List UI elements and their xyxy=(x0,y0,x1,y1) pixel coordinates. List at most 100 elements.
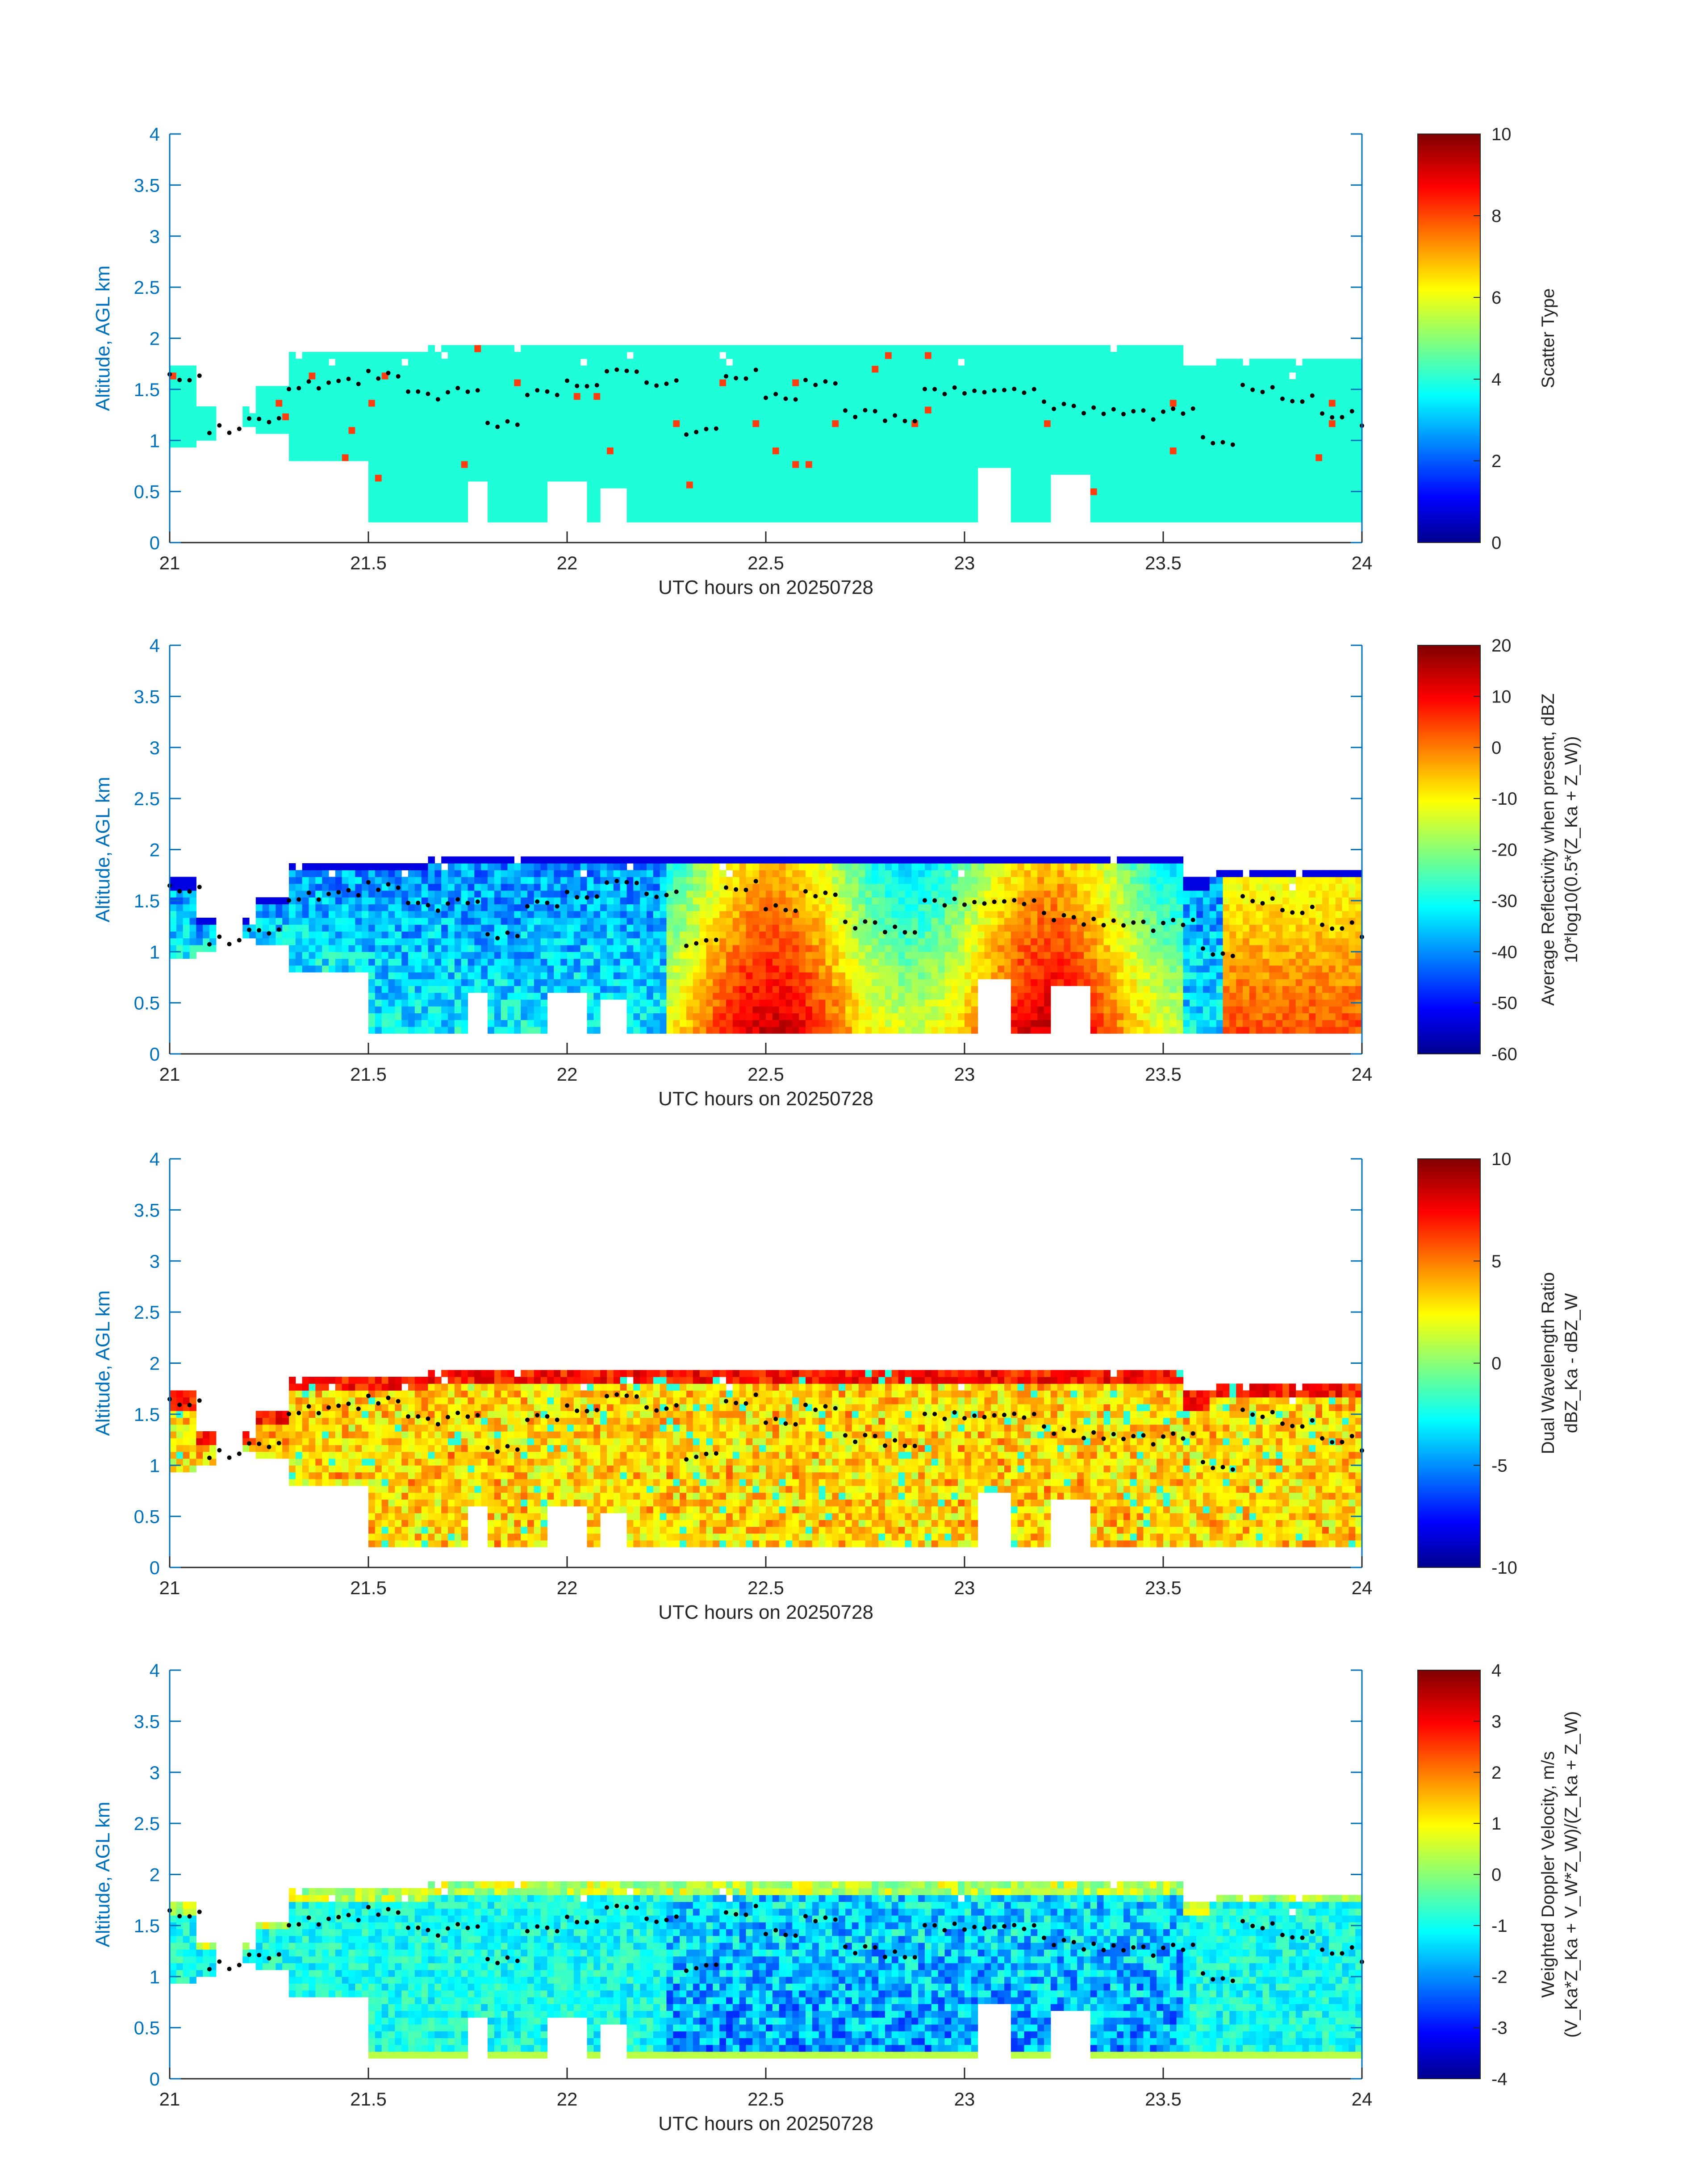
heatmap-cell xyxy=(1157,434,1164,441)
heatmap-cell xyxy=(958,474,965,482)
heatmap-cell xyxy=(1236,461,1243,468)
heatmap-cell xyxy=(647,501,654,509)
heatmap-cell xyxy=(401,508,409,516)
heatmap-cell xyxy=(739,515,747,522)
heatmap-cell xyxy=(1031,481,1038,489)
heatmap-cell xyxy=(1110,474,1117,482)
heatmap-cell xyxy=(1349,393,1356,400)
heatmap-cell xyxy=(329,386,336,393)
heatmap-cell xyxy=(375,399,382,407)
heatmap-cell xyxy=(381,918,389,925)
heatmap-cell xyxy=(759,413,766,421)
heatmap-cell xyxy=(295,931,303,939)
cloud-base-point xyxy=(644,380,649,385)
heatmap-cell xyxy=(858,461,866,468)
heatmap-cell xyxy=(454,890,462,898)
heatmap-cell xyxy=(839,495,846,502)
heatmap-cell xyxy=(839,515,846,522)
heatmap-cell xyxy=(501,508,508,516)
heatmap-cell xyxy=(521,501,528,509)
heatmap-cell xyxy=(203,434,210,441)
heatmap-cell xyxy=(1223,379,1230,386)
heatmap-cell xyxy=(1223,495,1230,502)
heatmap-cell xyxy=(355,958,362,966)
heatmap-cell xyxy=(255,420,263,427)
heatmap-cell xyxy=(699,440,707,448)
heatmap-cell xyxy=(593,468,601,475)
heatmap-cell xyxy=(494,345,501,352)
heatmap-cell xyxy=(1183,454,1190,461)
heatmap-cell xyxy=(481,958,488,966)
heatmap-cell xyxy=(852,447,859,455)
heatmap-cell xyxy=(329,931,336,939)
heatmap-cell xyxy=(680,495,687,502)
heatmap-cell xyxy=(587,426,594,434)
heatmap-cell xyxy=(799,434,806,441)
heatmap-cell xyxy=(527,481,535,489)
heatmap-cell xyxy=(951,488,958,495)
heatmap-cell xyxy=(1017,495,1025,502)
heatmap-cell xyxy=(719,447,727,455)
heatmap-cell xyxy=(965,515,972,522)
heatmap-cell xyxy=(414,938,422,945)
heatmap-cell xyxy=(381,426,389,434)
heatmap-cell xyxy=(408,495,415,502)
heatmap-cell xyxy=(183,904,190,911)
heatmap-cell xyxy=(792,345,799,352)
heatmap-cell xyxy=(428,426,435,434)
heatmap-cell xyxy=(772,488,780,495)
heatmap-cell xyxy=(1169,372,1177,380)
heatmap-cell xyxy=(925,501,932,509)
heatmap-cell xyxy=(772,372,780,380)
heatmap-cell xyxy=(1136,393,1144,400)
heatmap-cell xyxy=(276,393,283,400)
heatmap-cell xyxy=(971,468,978,475)
heatmap-cell xyxy=(381,897,389,905)
heatmap-cell xyxy=(1136,399,1144,407)
heatmap-cell xyxy=(580,406,588,414)
heatmap-cell xyxy=(381,965,389,973)
heatmap-cell xyxy=(348,426,355,434)
heatmap-cell xyxy=(958,406,965,414)
heatmap-cell xyxy=(865,379,872,386)
heatmap-cell xyxy=(335,372,342,380)
heatmap-cell xyxy=(421,992,429,1000)
heatmap-cell xyxy=(633,508,640,516)
heatmap-cell xyxy=(1123,474,1131,482)
heatmap-cell xyxy=(1190,488,1197,495)
heatmap-cell xyxy=(1123,365,1131,373)
heatmap-cell xyxy=(507,897,514,905)
heatmap-cell xyxy=(1011,426,1018,434)
heatmap-cell xyxy=(1223,461,1230,468)
heatmap-cell xyxy=(488,938,495,945)
heatmap-cell xyxy=(1349,359,1356,366)
heatmap-cell xyxy=(348,924,355,932)
heatmap-cell xyxy=(421,454,429,461)
heatmap-cell xyxy=(1349,454,1356,461)
heatmap-cell xyxy=(388,447,395,455)
heatmap-cell xyxy=(1136,372,1144,380)
heatmap-cell xyxy=(673,488,680,495)
heatmap-cell xyxy=(468,399,475,407)
heatmap-cell xyxy=(713,352,720,359)
heatmap-cell xyxy=(381,515,389,522)
heatmap-cell xyxy=(1097,501,1104,509)
heatmap-cell xyxy=(322,372,329,380)
heatmap-cell xyxy=(1077,372,1084,380)
heatmap-cell xyxy=(302,399,309,407)
heatmap-cell xyxy=(785,379,793,386)
heatmap-cell xyxy=(792,359,799,366)
heatmap-cell xyxy=(1282,365,1290,373)
heatmap-cell xyxy=(375,393,382,400)
heatmap-cell xyxy=(501,904,508,911)
heatmap-cell xyxy=(1143,413,1150,421)
heatmap-cell xyxy=(845,474,852,482)
heatmap-cell xyxy=(938,352,945,359)
heatmap-cell xyxy=(395,434,402,441)
heatmap-cell xyxy=(355,359,362,366)
heatmap-cell xyxy=(958,488,965,495)
heatmap-cell xyxy=(799,359,806,366)
heatmap-cell xyxy=(534,481,541,489)
heatmap-cell xyxy=(474,890,481,898)
heatmap-cell xyxy=(918,447,925,455)
